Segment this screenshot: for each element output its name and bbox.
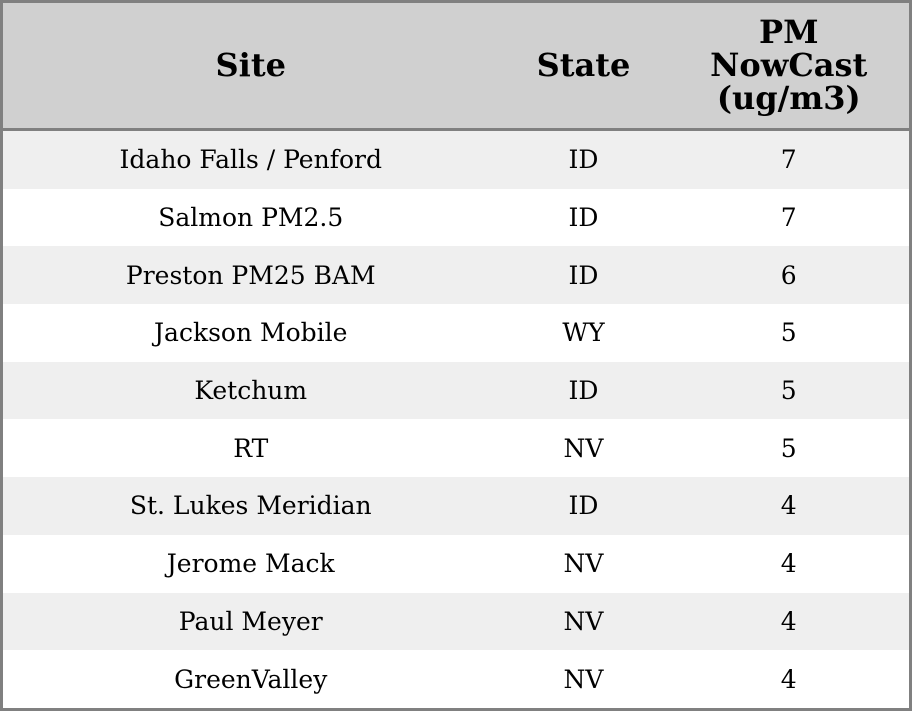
pm-nowcast-cell: 5 bbox=[668, 361, 911, 420]
site-cell: Preston PM25 BAM bbox=[1, 246, 499, 305]
header-pm-line1: PM bbox=[759, 13, 819, 51]
state-cell: ID bbox=[498, 361, 669, 420]
state-cell: NV bbox=[498, 650, 669, 710]
site-cell: Idaho Falls / Penford bbox=[1, 129, 499, 189]
state-cell: NV bbox=[498, 534, 669, 593]
table-row: Jerome Mack NV 4 bbox=[1, 534, 911, 593]
site-cell: Jackson Mobile bbox=[1, 304, 499, 362]
table-row: RT NV 5 bbox=[1, 419, 911, 478]
state-cell: NV bbox=[498, 592, 669, 651]
header-pm-line3: (ug/m3) bbox=[716, 79, 861, 117]
site-cell: Salmon PM2.5 bbox=[1, 188, 499, 247]
pm-nowcast-cell: 7 bbox=[668, 188, 911, 247]
state-cell: NV bbox=[498, 419, 669, 478]
state-cell: ID bbox=[498, 129, 669, 189]
site-cell: Paul Meyer bbox=[1, 592, 499, 651]
site-cell: St. Lukes Meridian bbox=[1, 477, 499, 535]
table-row: Preston PM25 BAM ID 6 bbox=[1, 246, 911, 305]
state-cell: ID bbox=[498, 188, 669, 247]
state-cell: ID bbox=[498, 246, 669, 305]
table-row: Idaho Falls / Penford ID 7 bbox=[1, 129, 911, 189]
state-cell: ID bbox=[498, 477, 669, 535]
header-site: Site bbox=[1, 1, 499, 131]
table-row: Jackson Mobile WY 5 bbox=[1, 304, 911, 362]
pm-nowcast-cell: 5 bbox=[668, 304, 911, 362]
pm-nowcast-cell: 6 bbox=[668, 246, 911, 305]
site-cell: GreenValley bbox=[1, 650, 499, 710]
pm-nowcast-cell: 4 bbox=[668, 650, 911, 710]
pm-nowcast-cell: 5 bbox=[668, 419, 911, 478]
table-row: Ketchum ID 5 bbox=[1, 361, 911, 420]
pm-nowcast-cell: 7 bbox=[668, 129, 911, 189]
header-pm-nowcast: PM NowCast (ug/m3) bbox=[668, 1, 911, 131]
table-row: GreenValley NV 4 bbox=[1, 650, 911, 710]
table-row: Salmon PM2.5 ID 7 bbox=[1, 188, 911, 247]
pm-nowcast-cell: 4 bbox=[668, 477, 911, 535]
table-row: St. Lukes Meridian ID 4 bbox=[1, 477, 911, 535]
header-row: Site State PM NowCast (ug/m3) bbox=[1, 1, 911, 131]
site-cell: Ketchum bbox=[1, 361, 499, 420]
site-cell: Jerome Mack bbox=[1, 534, 499, 593]
table-row: Paul Meyer NV 4 bbox=[1, 592, 911, 651]
header-state: State bbox=[498, 1, 669, 131]
header-pm-line2: NowCast bbox=[710, 46, 868, 84]
pm-nowcast-cell: 4 bbox=[668, 534, 911, 593]
site-cell: RT bbox=[1, 419, 499, 478]
state-cell: WY bbox=[498, 304, 669, 362]
pm-nowcast-cell: 4 bbox=[668, 592, 911, 651]
